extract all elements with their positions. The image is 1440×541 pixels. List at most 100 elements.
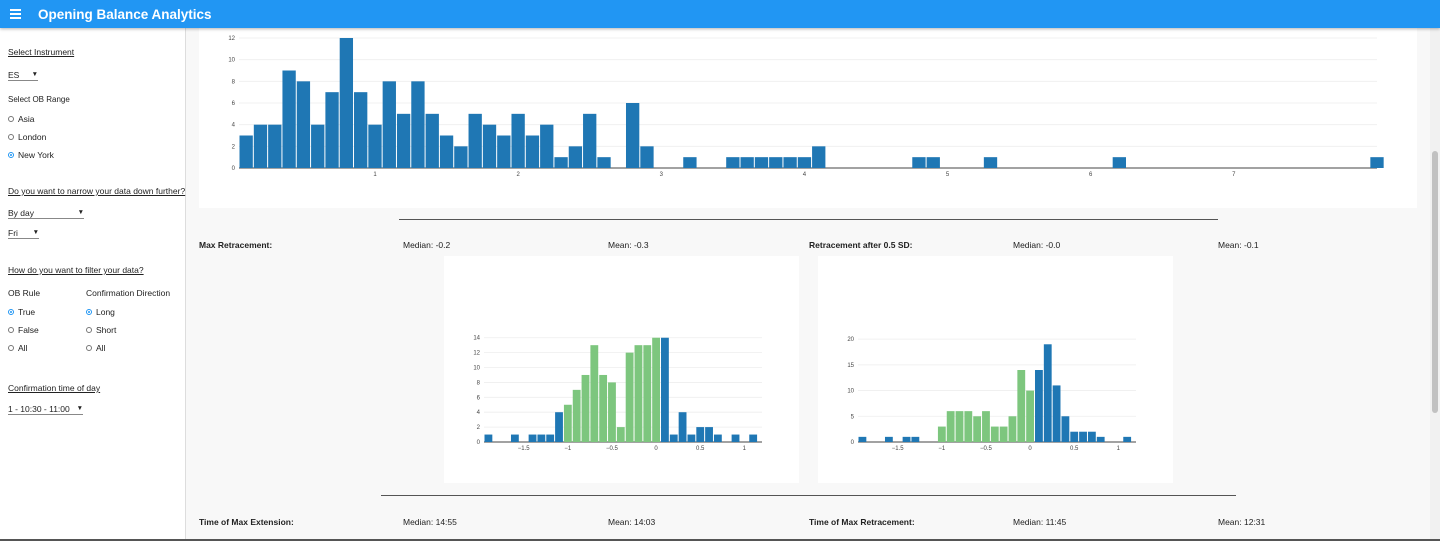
histogram-bar [439,135,454,168]
y-tick-label: 6 [477,395,481,401]
ob-rule-option-true[interactable]: True [8,307,35,317]
retracement-after-card: 0 5 10 15 20 −1.5 −1 −0.5 0 0.5 1 [818,256,1173,483]
bottom-border [0,539,1440,541]
histogram-bar [540,124,554,168]
filter-data-label: How do you want to filter your data? [8,265,144,275]
select-instrument-label: Select Instrument [8,47,75,57]
histogram-bar [1087,431,1096,442]
app-bar: Opening Balance Analytics [0,0,1440,28]
histogram-bar [643,345,652,442]
direction-option-all[interactable]: All [86,343,105,353]
histogram-bar [554,157,568,168]
histogram-bar [425,113,439,168]
y-tick-label: 12 [228,36,235,42]
ob-rule-option-false[interactable]: False [8,325,39,335]
histogram-bar [1112,157,1126,168]
max-retracement-label: Max Retracement: [199,240,273,250]
y-tick-label: 4 [477,410,481,416]
ob-rule-option-all[interactable]: All [8,343,27,353]
retracement-after-label: Retracement after 0.5 SD: [809,240,913,250]
histogram-bar [525,135,540,168]
day-select[interactable]: Fri ▼ [8,228,39,239]
histogram-bar [1370,157,1384,168]
histogram-bar [339,38,354,168]
scrollbar-thumb[interactable] [1432,151,1438,413]
ob-range-option-new-york[interactable]: New York [8,150,54,160]
histogram-bar [1043,344,1052,442]
time-select[interactable]: 1 - 10:30 - 11:00 ▼ [8,404,83,415]
narrow-select[interactable]: By day ▼ [8,208,84,219]
histogram-bar [696,427,705,442]
histogram-bar [563,404,572,442]
retracement-after-histogram: 0 5 10 15 20 −1.5 −1 −0.5 0 0.5 1 [847,337,1136,452]
histogram-bar [634,345,643,442]
instrument-value: ES [8,70,20,80]
histogram-bar [669,434,678,442]
y-tick-label: 2 [232,144,236,150]
x-tick-label: −1.5 [892,446,905,452]
histogram-bar [597,157,611,168]
y-tick-label: 0 [851,440,855,446]
histogram-bar [749,434,758,442]
x-tick-label: 1 [1117,446,1121,452]
histogram-bar [731,434,740,442]
histogram-bar [625,352,634,442]
histogram-bar [902,436,911,442]
y-tick-label: 20 [847,337,854,343]
histogram-bar [528,434,537,442]
direction-option-short[interactable]: Short [86,325,116,335]
main-content: 0 2 4 6 8 10 12 1 2 3 4 5 6 7 Max Retracement: Median… [186,28,1430,541]
histogram-bar [482,124,497,168]
app-title: Opening Balance Analytics [38,6,212,22]
histogram-bar [911,436,920,442]
histogram-bar [368,124,382,168]
x-tick-label: 1 [743,446,747,452]
histogram-bar [982,411,990,442]
histogram-bar [546,434,555,442]
radio-checked-icon [8,309,14,315]
x-tick-label: −0.5 [606,446,619,452]
max-retracement-card: 0 2 4 6 8 10 12 14 −1.5 −1 −0.5 0 0.5 1 [444,256,799,483]
y-tick-label: 10 [473,366,480,372]
histogram-bar [713,434,722,442]
histogram-bar [990,426,999,442]
y-tick-label: 0 [477,440,481,446]
direction-option-long[interactable]: Long [86,307,115,317]
histogram-bar [946,411,955,442]
chevron-down-icon: ▼ [76,405,83,412]
time-max-retracement-label: Time of Max Retracement: [809,517,915,527]
histogram-bar [1017,370,1026,442]
histogram-bar [687,434,696,442]
x-tick-label: −0.5 [980,446,993,452]
radio-icon [8,116,14,122]
histogram-bar [511,113,525,168]
histogram-bar [484,434,493,442]
narrow-value: By day [8,208,34,218]
radio-icon [86,345,92,351]
histogram-bar [955,411,964,442]
scrollbar[interactable] [1430,28,1440,541]
ob-range-option-london[interactable]: London [8,132,46,142]
histogram-bar [537,434,546,442]
chevron-down-icon: ▼ [77,209,84,216]
histogram-bar [354,92,368,168]
histogram-bar [239,135,253,168]
narrow-data-label: Do you want to narrow your data down fur… [8,186,186,196]
histogram-bar [1070,431,1079,442]
histogram-bar [640,146,654,168]
histogram-bar [282,70,296,168]
menu-icon[interactable] [10,7,26,21]
direction-label: Confirmation Direction [86,288,171,298]
instrument-select[interactable]: ES ▼ [8,70,38,81]
x-tick-label: −1 [938,446,946,452]
time-max-retracement-mean: Mean: 12:31 [1218,517,1266,527]
histogram-bar [754,157,769,168]
retracement-after-mean: Mean: -0.1 [1218,240,1259,250]
histogram-bar [468,113,482,168]
confirmation-time-label: Confirmation time of day [8,383,101,393]
histogram-bar [937,426,946,442]
max-retracement-histogram: 0 2 4 6 8 10 12 14 −1.5 −1 −0.5 0 0.5 1 [473,336,762,452]
histogram-bar [652,337,661,442]
ob-range-option-asia[interactable]: Asia [8,114,35,124]
x-tick-label: 6 [1089,172,1093,178]
